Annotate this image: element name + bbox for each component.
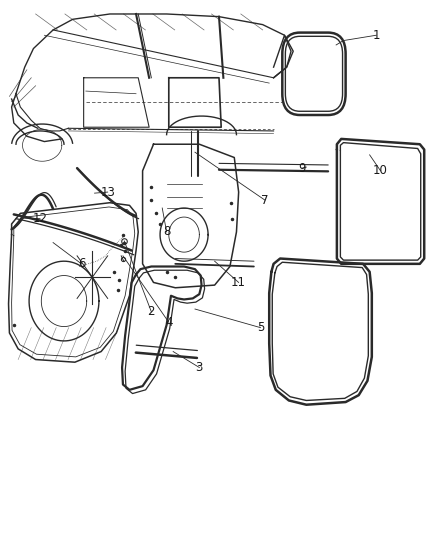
Text: 12: 12 (32, 212, 47, 225)
Text: 5: 5 (257, 321, 264, 334)
Text: 9: 9 (298, 161, 306, 175)
Text: 4: 4 (165, 316, 173, 329)
Text: 1: 1 (372, 29, 380, 42)
Text: 7: 7 (261, 193, 268, 207)
Text: 8: 8 (163, 225, 170, 238)
Text: 10: 10 (373, 164, 388, 177)
Text: 2: 2 (148, 305, 155, 318)
Text: 3: 3 (196, 361, 203, 374)
Text: 6: 6 (78, 257, 85, 270)
Text: 13: 13 (100, 185, 115, 199)
Text: 11: 11 (231, 276, 246, 289)
